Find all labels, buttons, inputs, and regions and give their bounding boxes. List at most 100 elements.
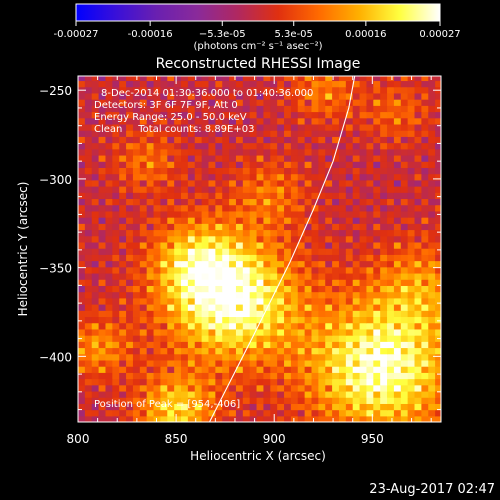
heatmap-cell	[222, 123, 230, 131]
heatmap-cell	[338, 142, 347, 150]
heatmap-cell	[242, 297, 251, 305]
heatmap-cell	[222, 353, 230, 361]
heatmap-cell	[174, 279, 182, 286]
heatmap-cell	[235, 235, 244, 243]
heatmap-cell	[297, 210, 306, 218]
heatmap-cell	[146, 198, 155, 206]
heatmap-cell	[393, 136, 402, 144]
heatmap-cell	[387, 217, 395, 224]
heatmap-cell	[345, 254, 354, 262]
heatmap-cell	[414, 192, 422, 200]
heatmap-cell	[297, 80, 306, 88]
heatmap-cell	[84, 198, 93, 206]
heatmap-cell	[139, 179, 148, 187]
heatmap-cell	[112, 154, 120, 162]
heatmap-cell	[325, 328, 333, 336]
heatmap-cell	[352, 76, 361, 82]
heatmap-cell	[174, 167, 182, 175]
heatmap-cell	[290, 111, 299, 119]
heatmap-cell	[215, 123, 223, 131]
heatmap-cell	[208, 123, 216, 131]
heatmap-cell	[249, 204, 258, 212]
heatmap-cell	[277, 86, 285, 94]
heatmap-cell	[98, 272, 107, 280]
heatmap-cell	[174, 217, 182, 224]
heatmap-cell	[414, 117, 422, 125]
heatmap-cell	[428, 86, 436, 94]
heatmap-cell	[270, 167, 278, 175]
heatmap-cell	[352, 241, 361, 249]
heatmap-cell	[263, 266, 271, 274]
heatmap-cell	[201, 173, 210, 181]
heatmap-cell	[187, 99, 196, 106]
heatmap-cell	[78, 409, 86, 417]
heatmap-cell	[78, 297, 86, 305]
heatmap-cell	[194, 99, 203, 106]
heatmap-cell	[105, 76, 113, 82]
heatmap-cell	[112, 92, 120, 100]
heatmap-cell	[84, 192, 93, 200]
heatmap-cell	[78, 123, 86, 131]
heatmap-cell	[407, 210, 416, 218]
heatmap-cell	[414, 378, 422, 386]
heatmap-cell	[132, 403, 141, 411]
heatmap-cell	[366, 142, 374, 150]
heatmap-cell	[91, 291, 100, 299]
heatmap-cell	[215, 167, 223, 175]
heatmap-cell	[284, 148, 292, 156]
heatmap-cell	[277, 260, 285, 268]
heatmap-cell	[387, 105, 395, 113]
heatmap-cell	[366, 217, 374, 224]
heatmap-cell	[311, 297, 319, 305]
heatmap-cell	[105, 192, 113, 200]
heatmap-cell	[373, 254, 381, 262]
heatmap-cell	[235, 384, 244, 392]
heatmap-cell	[359, 328, 368, 336]
heatmap-cell	[345, 130, 354, 137]
heatmap-cell	[256, 210, 265, 218]
heatmap-cell	[400, 279, 409, 286]
heatmap-cell	[400, 248, 409, 255]
heatmap-cell	[119, 341, 127, 349]
heatmap-cell	[332, 310, 340, 318]
heatmap-cell	[325, 186, 333, 193]
heatmap-cell	[181, 272, 189, 280]
heatmap-cell	[119, 335, 127, 342]
heatmap-cell	[345, 353, 354, 361]
heatmap-cell	[263, 123, 271, 131]
heatmap-cell	[407, 117, 416, 125]
heatmap-cell	[332, 297, 340, 305]
heatmap-cell	[284, 353, 292, 361]
heatmap-cell	[222, 186, 230, 193]
heatmap-cell	[352, 272, 361, 280]
heatmap-cell	[311, 92, 319, 100]
heatmap-cell	[263, 341, 271, 349]
heatmap-cell	[352, 136, 361, 144]
heatmap-cell	[290, 192, 299, 200]
heatmap-cell	[105, 161, 113, 168]
heatmap-cell	[277, 105, 285, 113]
heatmap-cell	[270, 123, 278, 131]
heatmap-cell	[78, 341, 86, 349]
heatmap-cell	[235, 415, 244, 422]
heatmap-cell	[98, 359, 107, 367]
heatmap-cell	[194, 285, 203, 293]
heatmap-cell	[428, 92, 436, 100]
heatmap-cell	[304, 372, 313, 380]
heatmap-cell	[146, 80, 155, 88]
heatmap-cell	[311, 310, 319, 318]
heatmap-cell	[229, 279, 237, 286]
heatmap-cell	[428, 105, 436, 113]
heatmap-cell	[229, 328, 237, 336]
heatmap-cell	[304, 415, 313, 422]
heatmap-cell	[352, 235, 361, 243]
heatmap-cell	[249, 198, 258, 206]
heatmap-cell	[139, 210, 148, 218]
heatmap-cell	[435, 167, 441, 175]
heatmap-cell	[112, 285, 120, 293]
solar-limb-curve	[209, 76, 356, 422]
heatmap-cell	[242, 142, 251, 150]
heatmap-cell	[428, 154, 436, 162]
heatmap-cell	[304, 192, 313, 200]
heatmap-cell	[201, 328, 210, 336]
